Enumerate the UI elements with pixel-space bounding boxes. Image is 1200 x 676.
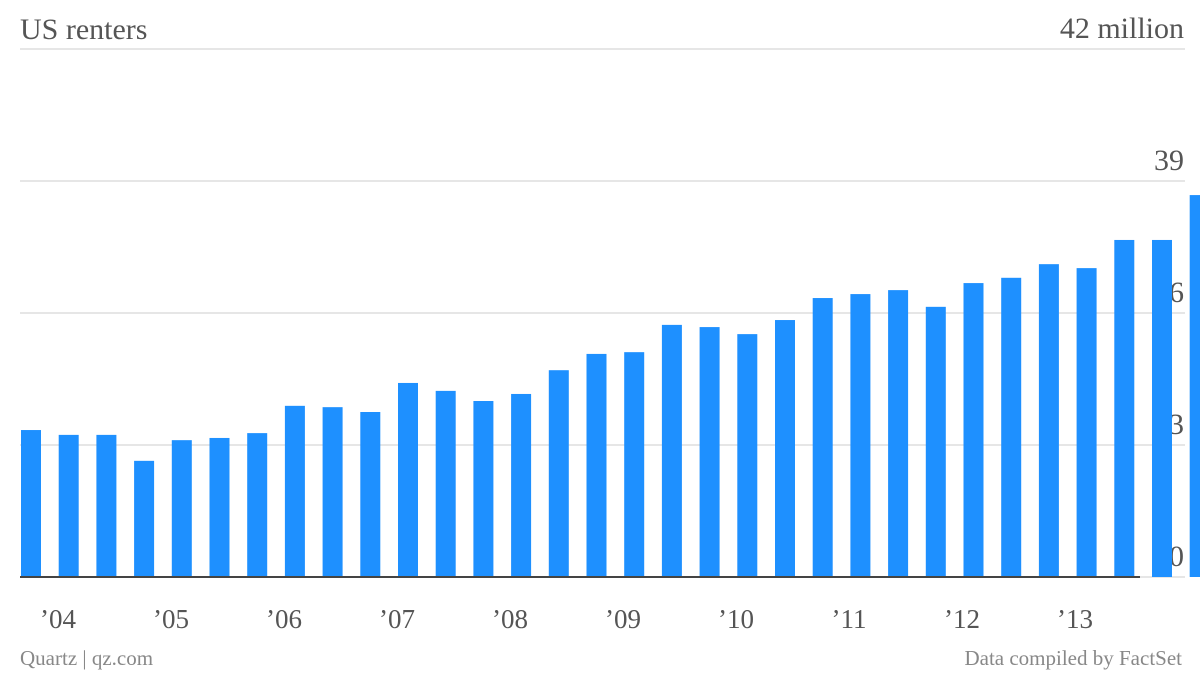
bar <box>134 460 155 577</box>
bar <box>624 352 645 577</box>
bar <box>21 430 41 577</box>
bar <box>548 370 569 577</box>
bar <box>398 382 418 577</box>
x-tick-label: ’12 <box>944 604 980 634</box>
bar <box>473 401 494 577</box>
bar <box>284 405 305 577</box>
bar <box>171 440 192 577</box>
x-tick-label: ’07 <box>379 604 415 634</box>
bar <box>1114 239 1135 577</box>
x-tick-label: ’06 <box>266 604 302 634</box>
bar <box>699 327 720 577</box>
bar <box>1001 277 1022 577</box>
bar <box>775 320 795 577</box>
bar <box>963 283 984 577</box>
bar <box>925 306 946 577</box>
bar <box>1076 268 1097 577</box>
x-tick-label: ’05 <box>153 604 189 634</box>
x-tick-label: ’13 <box>1057 604 1093 634</box>
bar <box>850 294 871 577</box>
bar <box>322 407 343 577</box>
bar <box>435 390 456 577</box>
bar <box>1038 264 1059 577</box>
source: Data compiled by FactSet <box>964 646 1182 670</box>
bar <box>1189 195 1200 577</box>
bar <box>661 324 682 577</box>
bar <box>511 393 532 577</box>
x-tick-label: ’04 <box>40 604 76 634</box>
credit: Quartz | qz.com <box>20 646 153 670</box>
chart-title: US renters <box>20 13 147 46</box>
y-tick-label: 42 million <box>1060 12 1184 45</box>
x-tick-label: ’10 <box>718 604 754 634</box>
bar <box>812 298 833 577</box>
bar <box>1152 239 1172 577</box>
bar <box>96 434 117 577</box>
bar <box>247 433 268 577</box>
bar <box>360 412 381 577</box>
y-tick-label: 39 <box>1154 144 1184 177</box>
x-tick-label: ’11 <box>832 604 867 634</box>
bar <box>737 334 758 577</box>
x-tick-label: ’08 <box>492 604 528 634</box>
bar <box>888 290 909 577</box>
bar <box>58 434 79 577</box>
bar <box>209 437 230 577</box>
bar <box>586 353 607 577</box>
x-tick-label: ’09 <box>605 604 641 634</box>
